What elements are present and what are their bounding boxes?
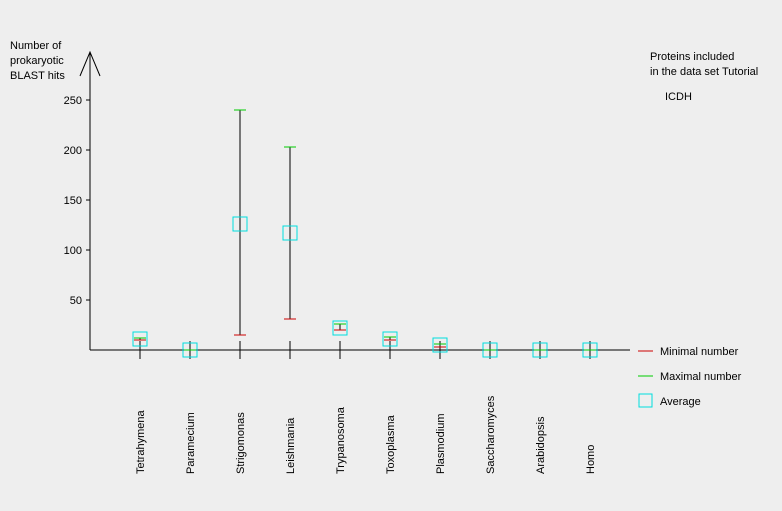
x-tick-label: Plasmodium <box>435 413 447 474</box>
average-marker <box>232 216 248 232</box>
y-tick-label: 200 <box>64 145 82 157</box>
y-tick-label: 250 <box>64 95 82 107</box>
average-marker <box>582 342 598 358</box>
average-marker <box>332 320 348 336</box>
y-axis-label-line-1: Number of <box>10 40 62 52</box>
x-tick-label: Trypanosoma <box>335 406 347 474</box>
x-tick-labels: Tetrahymena Paramecium Strigomonas Leishman… <box>135 395 597 474</box>
y-ticks: 50 100 150 200 250 <box>64 95 90 307</box>
x-tick-label: Homo <box>585 445 597 474</box>
average-marker <box>182 342 198 358</box>
average-marker <box>132 331 148 347</box>
legend-max-label: Maximal number <box>660 371 742 383</box>
y-axis-label-line-3: BLAST hits <box>10 70 65 82</box>
data-marks <box>132 109 598 359</box>
average-marker <box>382 331 398 347</box>
average-marker <box>282 225 298 241</box>
x-tick-label: Arabidopsis <box>535 416 547 474</box>
x-tick-label: Strigomonas <box>235 412 247 474</box>
annotation-protein: ICDH <box>665 91 692 103</box>
average-marker <box>482 342 498 358</box>
y-axis-arrow <box>79 50 101 77</box>
legend-avg-label: Average <box>660 396 701 408</box>
average-marker <box>432 337 448 353</box>
annotation-line-1: Proteins included <box>650 51 734 63</box>
annotation-line-2: in the data set Tutorial <box>650 66 758 78</box>
annotation: Proteins included in the data set Tutori… <box>650 51 758 103</box>
average-marker <box>532 342 548 358</box>
x-tick-label: Toxoplasma <box>385 414 397 474</box>
y-tick-label: 150 <box>64 195 82 207</box>
legend-avg-swatch <box>638 393 653 408</box>
y-tick-label: 50 <box>70 295 82 307</box>
legend-min-label: Minimal number <box>660 346 739 358</box>
axes <box>79 50 630 351</box>
legend: Minimal number Maximal number Average <box>638 346 742 408</box>
x-tick-label: Tetrahymena <box>135 410 147 474</box>
x-tick-label: Paramecium <box>185 412 197 474</box>
x-tick-label: Saccharomyces <box>485 395 497 474</box>
y-tick-label: 100 <box>64 245 82 257</box>
x-tick-label: Leishmania <box>285 417 297 474</box>
y-axis-label-line-2: prokaryotic <box>10 55 64 67</box>
y-axis-label: Number of prokaryotic BLAST hits <box>10 40 65 82</box>
